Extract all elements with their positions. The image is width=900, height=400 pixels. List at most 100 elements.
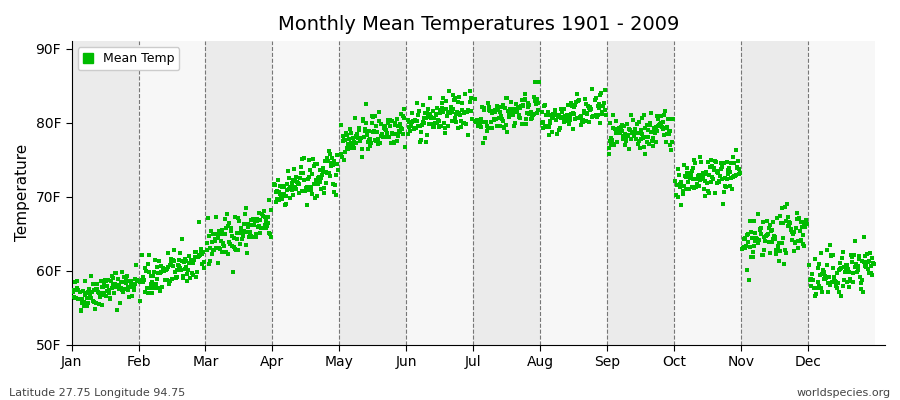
Point xyxy=(444,106,458,112)
Point xyxy=(111,276,125,282)
Bar xyxy=(674,41,741,344)
Point xyxy=(76,300,90,306)
Point xyxy=(169,274,184,281)
Point xyxy=(698,178,712,184)
Point xyxy=(535,109,549,115)
Point xyxy=(136,279,150,286)
Point xyxy=(502,106,517,112)
Point xyxy=(593,120,608,126)
Point xyxy=(306,163,320,169)
Point xyxy=(270,196,284,202)
Point xyxy=(420,132,435,138)
Point xyxy=(376,134,391,140)
Point xyxy=(765,238,779,245)
Point xyxy=(558,118,572,124)
Point xyxy=(298,188,312,194)
Point xyxy=(688,185,702,191)
Point xyxy=(112,282,127,288)
Point xyxy=(211,235,225,242)
Point xyxy=(589,94,603,101)
Point xyxy=(683,169,698,176)
Point xyxy=(435,100,449,106)
Point xyxy=(321,170,336,177)
Point xyxy=(776,220,790,226)
Point xyxy=(657,112,671,118)
Point xyxy=(628,130,643,136)
Point xyxy=(248,216,262,223)
Point xyxy=(835,254,850,261)
Point xyxy=(258,214,273,220)
Point xyxy=(161,264,176,270)
Point xyxy=(80,295,94,301)
Point xyxy=(114,279,129,286)
Point xyxy=(242,229,256,236)
Point xyxy=(96,292,111,298)
Point xyxy=(616,122,631,129)
Point xyxy=(513,115,527,121)
Point xyxy=(315,172,329,178)
Point xyxy=(210,231,224,237)
Point xyxy=(364,140,378,146)
Point xyxy=(366,114,381,120)
Point xyxy=(830,285,844,292)
Point xyxy=(602,144,616,151)
Point xyxy=(129,262,143,269)
Point xyxy=(536,103,551,109)
Point xyxy=(221,239,236,246)
Point xyxy=(338,149,353,155)
Point xyxy=(377,134,392,140)
Point xyxy=(570,114,584,121)
Point xyxy=(825,265,840,271)
Point xyxy=(91,290,105,296)
Point xyxy=(311,174,326,180)
Point xyxy=(768,236,782,242)
Point xyxy=(839,262,853,268)
Point xyxy=(702,172,716,178)
Point xyxy=(411,123,426,129)
Point xyxy=(226,268,240,275)
Point xyxy=(772,240,787,246)
Point xyxy=(295,188,310,195)
Point xyxy=(460,109,474,115)
Point xyxy=(279,193,293,200)
Point xyxy=(161,250,176,256)
Point xyxy=(329,160,344,167)
Point xyxy=(388,122,402,128)
Point xyxy=(420,106,435,112)
Point xyxy=(86,281,101,288)
Point xyxy=(285,180,300,186)
Point xyxy=(402,118,417,125)
Point xyxy=(590,114,604,120)
Point xyxy=(75,296,89,302)
Point xyxy=(118,279,132,285)
Point xyxy=(234,227,248,234)
Point xyxy=(846,279,860,286)
Point xyxy=(438,98,453,104)
Point xyxy=(463,88,477,94)
Point xyxy=(567,111,581,118)
Point xyxy=(359,120,374,126)
Point xyxy=(601,151,616,157)
Point xyxy=(511,104,526,110)
Point xyxy=(550,130,564,137)
Point xyxy=(291,180,305,186)
Point xyxy=(345,142,359,148)
Point xyxy=(485,110,500,116)
Point xyxy=(319,168,333,175)
Point xyxy=(414,129,428,135)
Point xyxy=(854,286,868,292)
Point xyxy=(262,230,276,236)
Point xyxy=(659,138,673,145)
Point xyxy=(320,158,335,164)
Point xyxy=(454,124,468,130)
Point xyxy=(712,178,726,184)
Point xyxy=(856,258,870,265)
Point xyxy=(412,123,427,130)
Point xyxy=(96,290,111,296)
Point xyxy=(417,115,431,122)
Point xyxy=(355,154,369,160)
Point xyxy=(310,161,324,168)
Point xyxy=(627,126,642,132)
Point xyxy=(426,108,440,114)
Point xyxy=(617,142,632,148)
